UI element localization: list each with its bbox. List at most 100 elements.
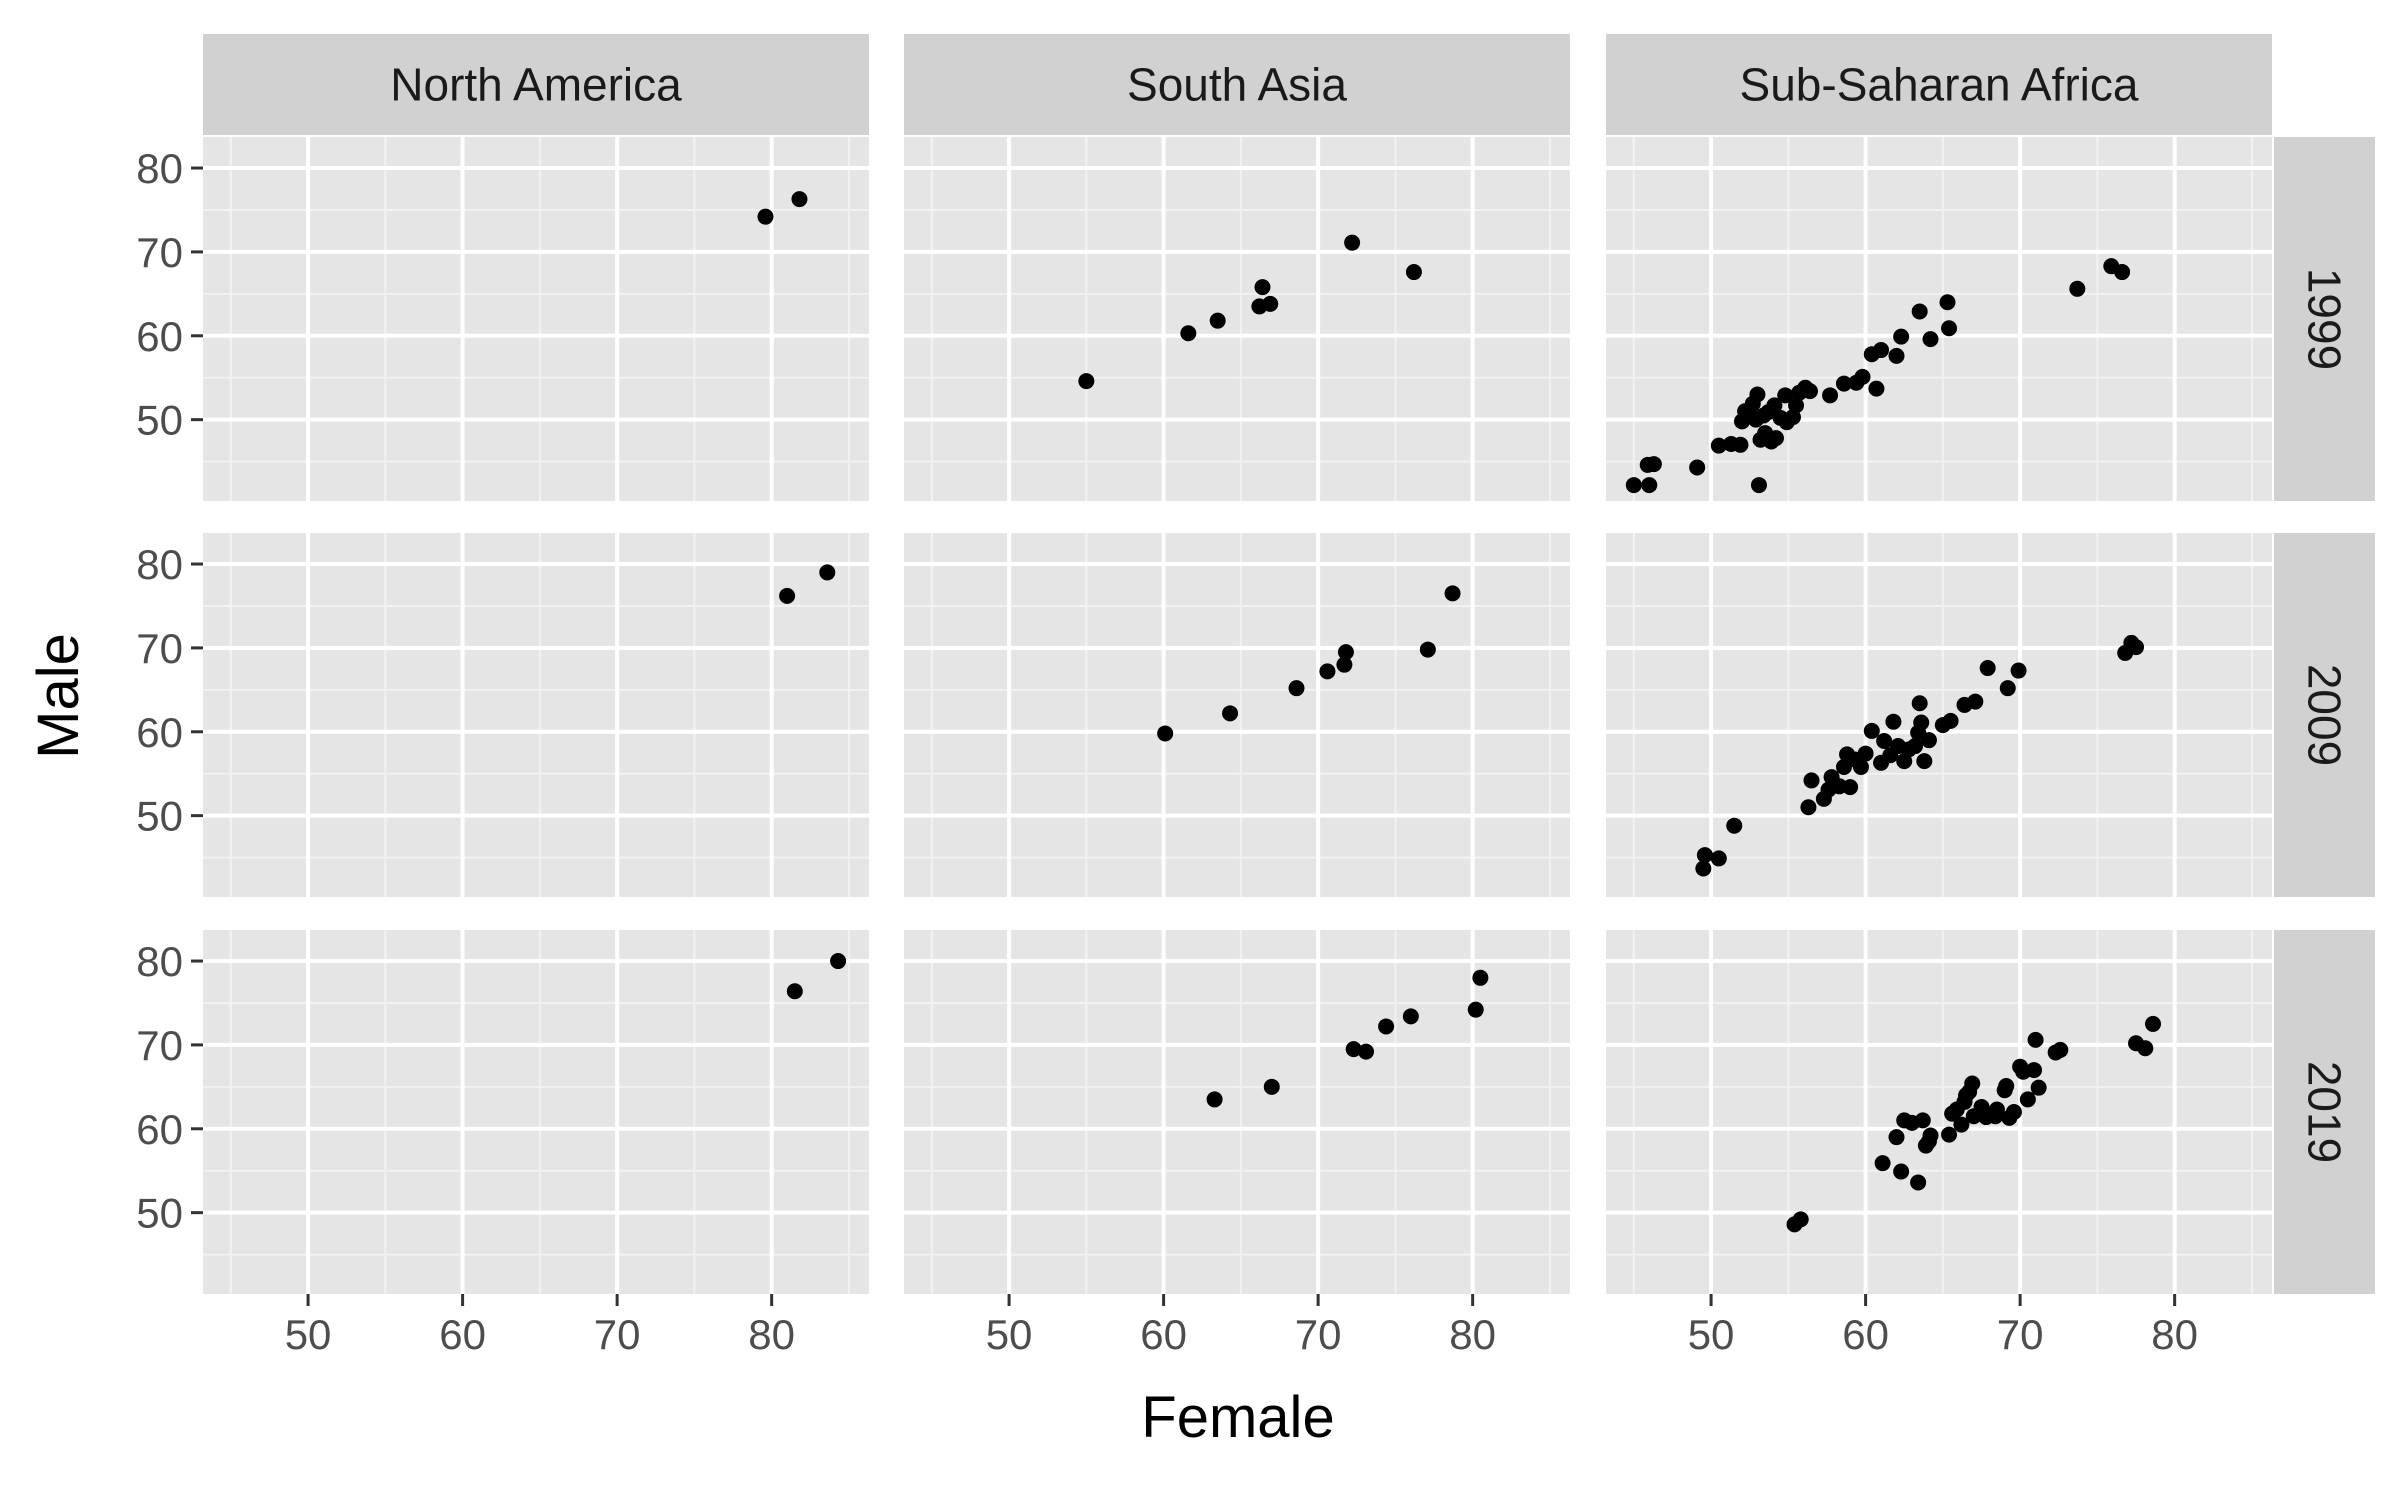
panel-background (1606, 137, 2272, 501)
data-point (1262, 295, 1279, 312)
panel-background (904, 930, 1570, 1294)
row-strip-2019: 2019 (2274, 930, 2375, 1294)
data-point (779, 587, 796, 604)
data-point (1749, 386, 1766, 403)
data-point (2128, 639, 2145, 656)
data-point (791, 191, 808, 208)
data-point (1873, 342, 1890, 359)
data-point (2137, 1040, 2154, 1057)
data-point (1979, 660, 1996, 677)
y-tick-label: 60 (136, 313, 183, 360)
strip-background (904, 34, 1570, 135)
strips-layer: North America South Asia Sub-Saharan Afric… (203, 34, 2375, 1294)
y-tick-label: 80 (136, 541, 183, 588)
y-tick-label: 50 (136, 1190, 183, 1237)
data-point (1893, 328, 1910, 345)
data-point (1863, 722, 1880, 739)
panel-sub-saharan-africa-2019 (1606, 930, 2272, 1294)
data-point (2052, 1041, 2069, 1058)
panel-south-asia-1999 (904, 137, 1570, 501)
data-point (2026, 1062, 2043, 1079)
x-tick-label: 80 (2151, 1311, 2198, 1358)
data-point (1885, 713, 1902, 730)
data-point (1893, 1163, 1910, 1180)
y-tick-label: 80 (136, 145, 183, 192)
data-point (1419, 641, 1436, 658)
data-point (2069, 280, 2086, 297)
panel-south-asia-2019 (904, 930, 1570, 1294)
column-strip-sub-saharan-africa: Sub-Saharan Africa (1606, 34, 2272, 135)
data-point (1378, 1018, 1395, 1035)
data-point (1444, 585, 1461, 602)
data-point (2010, 662, 2027, 679)
data-point (2114, 264, 2131, 281)
x-tick-label: 80 (748, 1311, 795, 1358)
data-point (1868, 380, 1885, 397)
y-tick-label: 60 (136, 1106, 183, 1153)
strip-background (1606, 34, 2272, 135)
row-strip-1999: 1999 (2274, 137, 2375, 501)
panel-south-asia-2009 (904, 533, 1570, 897)
y-tick-label: 50 (136, 793, 183, 840)
data-point (1206, 1091, 1223, 1108)
data-point (1710, 850, 1727, 867)
data-point (1645, 456, 1662, 473)
data-point (819, 564, 836, 581)
data-point (1405, 264, 1422, 281)
data-point (1766, 397, 1783, 414)
data-point (1788, 397, 1805, 414)
x-tick-label: 70 (1997, 1311, 2044, 1358)
panel-background (904, 137, 1570, 501)
data-point (1888, 1129, 1905, 1146)
data-point (1958, 1087, 1975, 1104)
y-tick-label: 80 (136, 938, 183, 985)
strip-label: Sub-Saharan Africa (1740, 59, 2139, 111)
data-point (786, 983, 803, 1000)
x-tick-label: 50 (1688, 1311, 1735, 1358)
data-point (1803, 772, 1820, 789)
data-point (1922, 1127, 1939, 1144)
axes-layer: 50 60 70 80 50 60 70 80 50 60 70 80 50 60 70 80 50 60 70 80… (136, 145, 2198, 1358)
data-point (2027, 1031, 2044, 1048)
data-point (1467, 1001, 1484, 1018)
strip-label: North America (390, 59, 682, 111)
data-point (1874, 1155, 1891, 1172)
panel-north-america-2019 (203, 930, 869, 1294)
panel-north-america-1999 (203, 137, 869, 501)
data-point (1222, 705, 1239, 722)
data-point (1157, 725, 1174, 742)
y-tick-label: 60 (136, 709, 183, 756)
data-point (1999, 680, 2016, 697)
data-point (1358, 1043, 1375, 1060)
data-point (1254, 279, 1271, 296)
data-point (1939, 294, 1956, 311)
data-point (1857, 745, 1874, 762)
column-strip-south-asia: South Asia (904, 34, 1570, 135)
data-point (1710, 437, 1727, 454)
row-strip-2009: 2009 (2274, 533, 2375, 897)
data-point (1337, 644, 1354, 661)
data-point (1344, 234, 1361, 251)
strip-background (2274, 930, 2375, 1294)
strip-label: 1999 (2299, 268, 2351, 370)
data-point (1920, 732, 1937, 749)
data-point (1750, 477, 1767, 494)
strip-label: South Asia (1127, 59, 1347, 111)
data-point (1876, 733, 1893, 749)
data-point (1726, 817, 1743, 834)
y-tick-label: 50 (136, 397, 183, 444)
data-point (1402, 1008, 1419, 1025)
data-point (1910, 1174, 1927, 1191)
data-point (1942, 712, 1959, 729)
data-point (1888, 347, 1905, 364)
y-axis-title: Male (26, 633, 91, 759)
strip-background (203, 34, 869, 135)
data-point (1988, 1101, 2005, 1118)
data-point (1941, 1126, 1958, 1143)
strip-background (2274, 533, 2375, 897)
data-point (1345, 1041, 1362, 1058)
data-point (1472, 969, 1489, 986)
data-point (2030, 1079, 2047, 1096)
